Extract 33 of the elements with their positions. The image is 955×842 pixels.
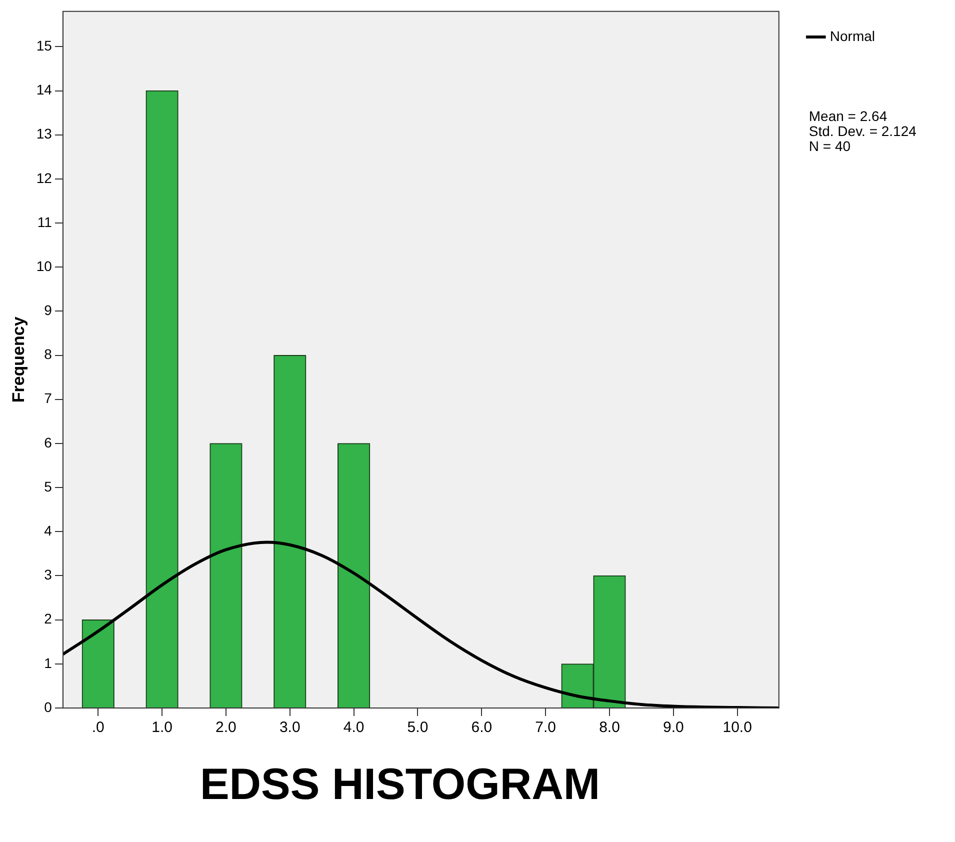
y-axis-title: Frequency	[8, 316, 28, 403]
y-tick-label: 10	[36, 258, 52, 274]
y-tick-label: 3	[44, 566, 52, 583]
x-tick-label: 8.0	[599, 719, 620, 736]
text: EDSS HISTOGRAM	[198, 760, 602, 810]
x-tick-label: 7.0	[535, 719, 556, 736]
y-tick-label: 5	[44, 478, 52, 494]
y-tick-label: 11	[37, 214, 52, 230]
y-tick-label: 13	[36, 126, 52, 142]
y-tick-label: 2	[44, 610, 52, 627]
x-tick-label: 1.0	[152, 719, 172, 736]
x-tick-label: 3.0	[279, 719, 300, 736]
x-tick-label: 4.0	[343, 719, 364, 736]
y-tick-label: 9	[44, 302, 52, 318]
text: N = 40	[808, 138, 851, 154]
x-tick-label: 5.0	[407, 719, 428, 736]
y-tick-label: 15	[36, 38, 52, 54]
y-tick-label: 4	[44, 522, 52, 539]
x-tick-label: 10.0	[722, 719, 752, 736]
x-tick-label: 2.0	[216, 719, 236, 736]
y-tick-label: 6	[44, 434, 52, 450]
x-tick-label: .0	[92, 719, 104, 736]
y-tick-label: 12	[36, 170, 52, 186]
y-tick-label: 1	[44, 654, 52, 671]
x-tick-label: 9.0	[662, 719, 684, 736]
y-tick-label: 0	[44, 698, 52, 715]
text: Mean = 2.64	[808, 108, 888, 124]
x-tick-label: 6.0	[471, 719, 492, 736]
legend-label: Normal	[830, 28, 876, 44]
text: Std. Dev. = 2.124	[808, 122, 917, 139]
y-tick-label: 8	[44, 346, 52, 362]
y-tick-label: 14	[36, 82, 52, 98]
y-tick-label: 7	[44, 390, 52, 406]
